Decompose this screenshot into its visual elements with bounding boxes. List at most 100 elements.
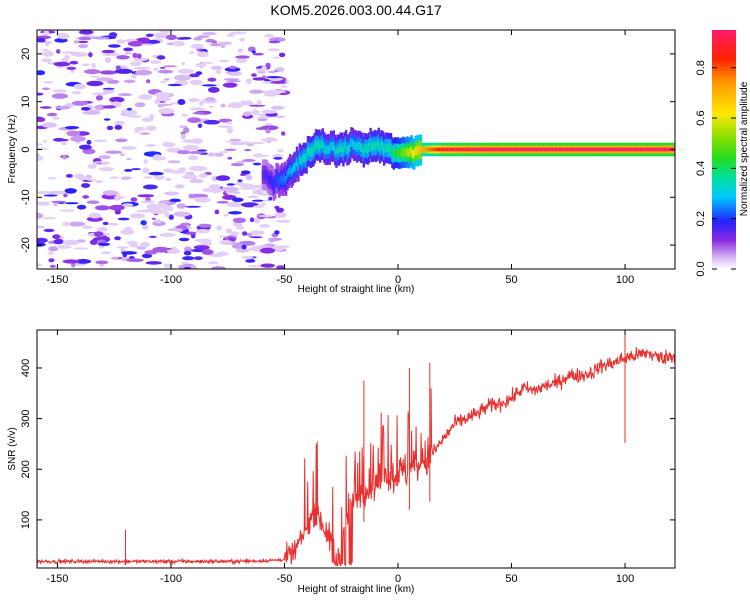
noise-blob xyxy=(203,119,220,125)
colorbar-tick-label: 0.2 xyxy=(695,211,707,226)
noise-blob xyxy=(64,126,80,130)
noise-blob xyxy=(43,217,57,220)
noise-blob xyxy=(190,43,204,49)
noise-blob xyxy=(173,74,191,81)
ridge-core xyxy=(475,147,479,152)
snr-spikes xyxy=(125,332,626,566)
noise-blob xyxy=(135,69,153,76)
noise-blob xyxy=(265,128,271,134)
x-tick-label: 50 xyxy=(505,573,517,585)
ridge-core xyxy=(590,147,593,152)
ridge-core xyxy=(366,145,370,154)
ridge-core xyxy=(517,147,521,152)
ridge-core xyxy=(650,147,653,152)
noise-blob xyxy=(227,127,234,134)
ridge-core xyxy=(526,147,529,152)
noise-blob xyxy=(167,228,183,232)
ridge-core xyxy=(617,147,620,152)
ridge-core xyxy=(347,145,350,154)
ridge-core xyxy=(483,147,487,152)
noise-blob xyxy=(148,235,157,238)
noise-blob xyxy=(159,66,166,69)
noise-blob xyxy=(95,260,109,265)
noise-blob xyxy=(268,89,287,94)
ridge-core xyxy=(370,142,374,151)
ridge-core xyxy=(494,147,498,152)
noise-blob xyxy=(187,155,199,161)
ridge-core xyxy=(572,147,575,152)
ridge-core xyxy=(344,141,348,150)
noise-blob xyxy=(98,245,105,249)
noise-blob xyxy=(76,204,87,210)
noise-blob xyxy=(64,202,79,205)
ridge-core xyxy=(524,147,528,152)
noise-blob xyxy=(48,258,55,263)
ridge-core xyxy=(637,147,641,152)
noise-blob xyxy=(200,241,213,246)
ridge-core xyxy=(579,147,582,152)
noise-blob xyxy=(189,265,197,269)
noise-blob xyxy=(180,37,192,40)
noise-blob xyxy=(227,80,241,83)
ridge-core xyxy=(445,147,449,152)
noise-blob xyxy=(249,89,264,94)
ridge-core xyxy=(287,168,291,177)
ridge-core xyxy=(551,147,555,152)
ridge-core xyxy=(620,147,623,152)
ridge-core xyxy=(426,147,429,152)
ridge-core xyxy=(325,145,329,155)
y-tick-label: 200 xyxy=(20,460,32,478)
noise-blob xyxy=(86,80,104,87)
noise-blob xyxy=(143,176,152,179)
noise-blob xyxy=(62,259,80,264)
noise-blob xyxy=(160,200,170,203)
noise-blob xyxy=(226,104,238,108)
noise-blob xyxy=(107,222,119,226)
noise-blob xyxy=(133,66,151,70)
noise-blob xyxy=(189,73,200,78)
noise-blob xyxy=(102,105,116,109)
ridge-core xyxy=(636,147,639,152)
ridge-core xyxy=(557,147,560,152)
noise-blob xyxy=(176,203,186,209)
noise-blob xyxy=(270,105,285,110)
ridge-core xyxy=(663,147,666,152)
noise-blob xyxy=(265,62,271,69)
ridge-core xyxy=(388,144,391,154)
ridge-core xyxy=(313,144,316,153)
ridge-core xyxy=(575,147,578,152)
noise-blob xyxy=(169,198,182,203)
ridge-core xyxy=(279,176,282,185)
x-tick-label: -150 xyxy=(46,274,68,286)
noise-blob xyxy=(71,100,89,106)
ridge-core xyxy=(448,147,451,152)
noise-blob xyxy=(253,217,261,224)
ridge-core xyxy=(497,147,500,152)
noise-blob xyxy=(138,94,153,100)
ridge-core xyxy=(290,168,293,177)
ridge-core xyxy=(428,147,431,152)
ridge-core xyxy=(639,147,642,152)
ridge-core xyxy=(492,147,495,152)
noise-blob xyxy=(37,155,44,161)
noise-blob xyxy=(265,76,282,79)
noise-blob xyxy=(129,213,146,219)
ridge-core xyxy=(403,148,406,158)
noise-blob xyxy=(62,221,70,227)
ridge-core xyxy=(654,147,657,152)
ridge-core xyxy=(618,147,622,152)
ridge-core xyxy=(305,154,308,163)
ridge-core xyxy=(587,147,590,152)
ridge-core xyxy=(283,172,286,182)
ridge-core xyxy=(275,173,278,183)
ridge-core xyxy=(324,145,327,154)
noise-blob xyxy=(260,125,279,131)
ridge-core xyxy=(312,146,315,156)
ridge-core xyxy=(415,146,419,155)
ridge-core xyxy=(549,147,552,152)
noise-blob xyxy=(109,96,125,103)
ridge-core xyxy=(391,148,394,157)
ridge-core xyxy=(482,147,485,152)
ridge-core xyxy=(561,147,564,152)
